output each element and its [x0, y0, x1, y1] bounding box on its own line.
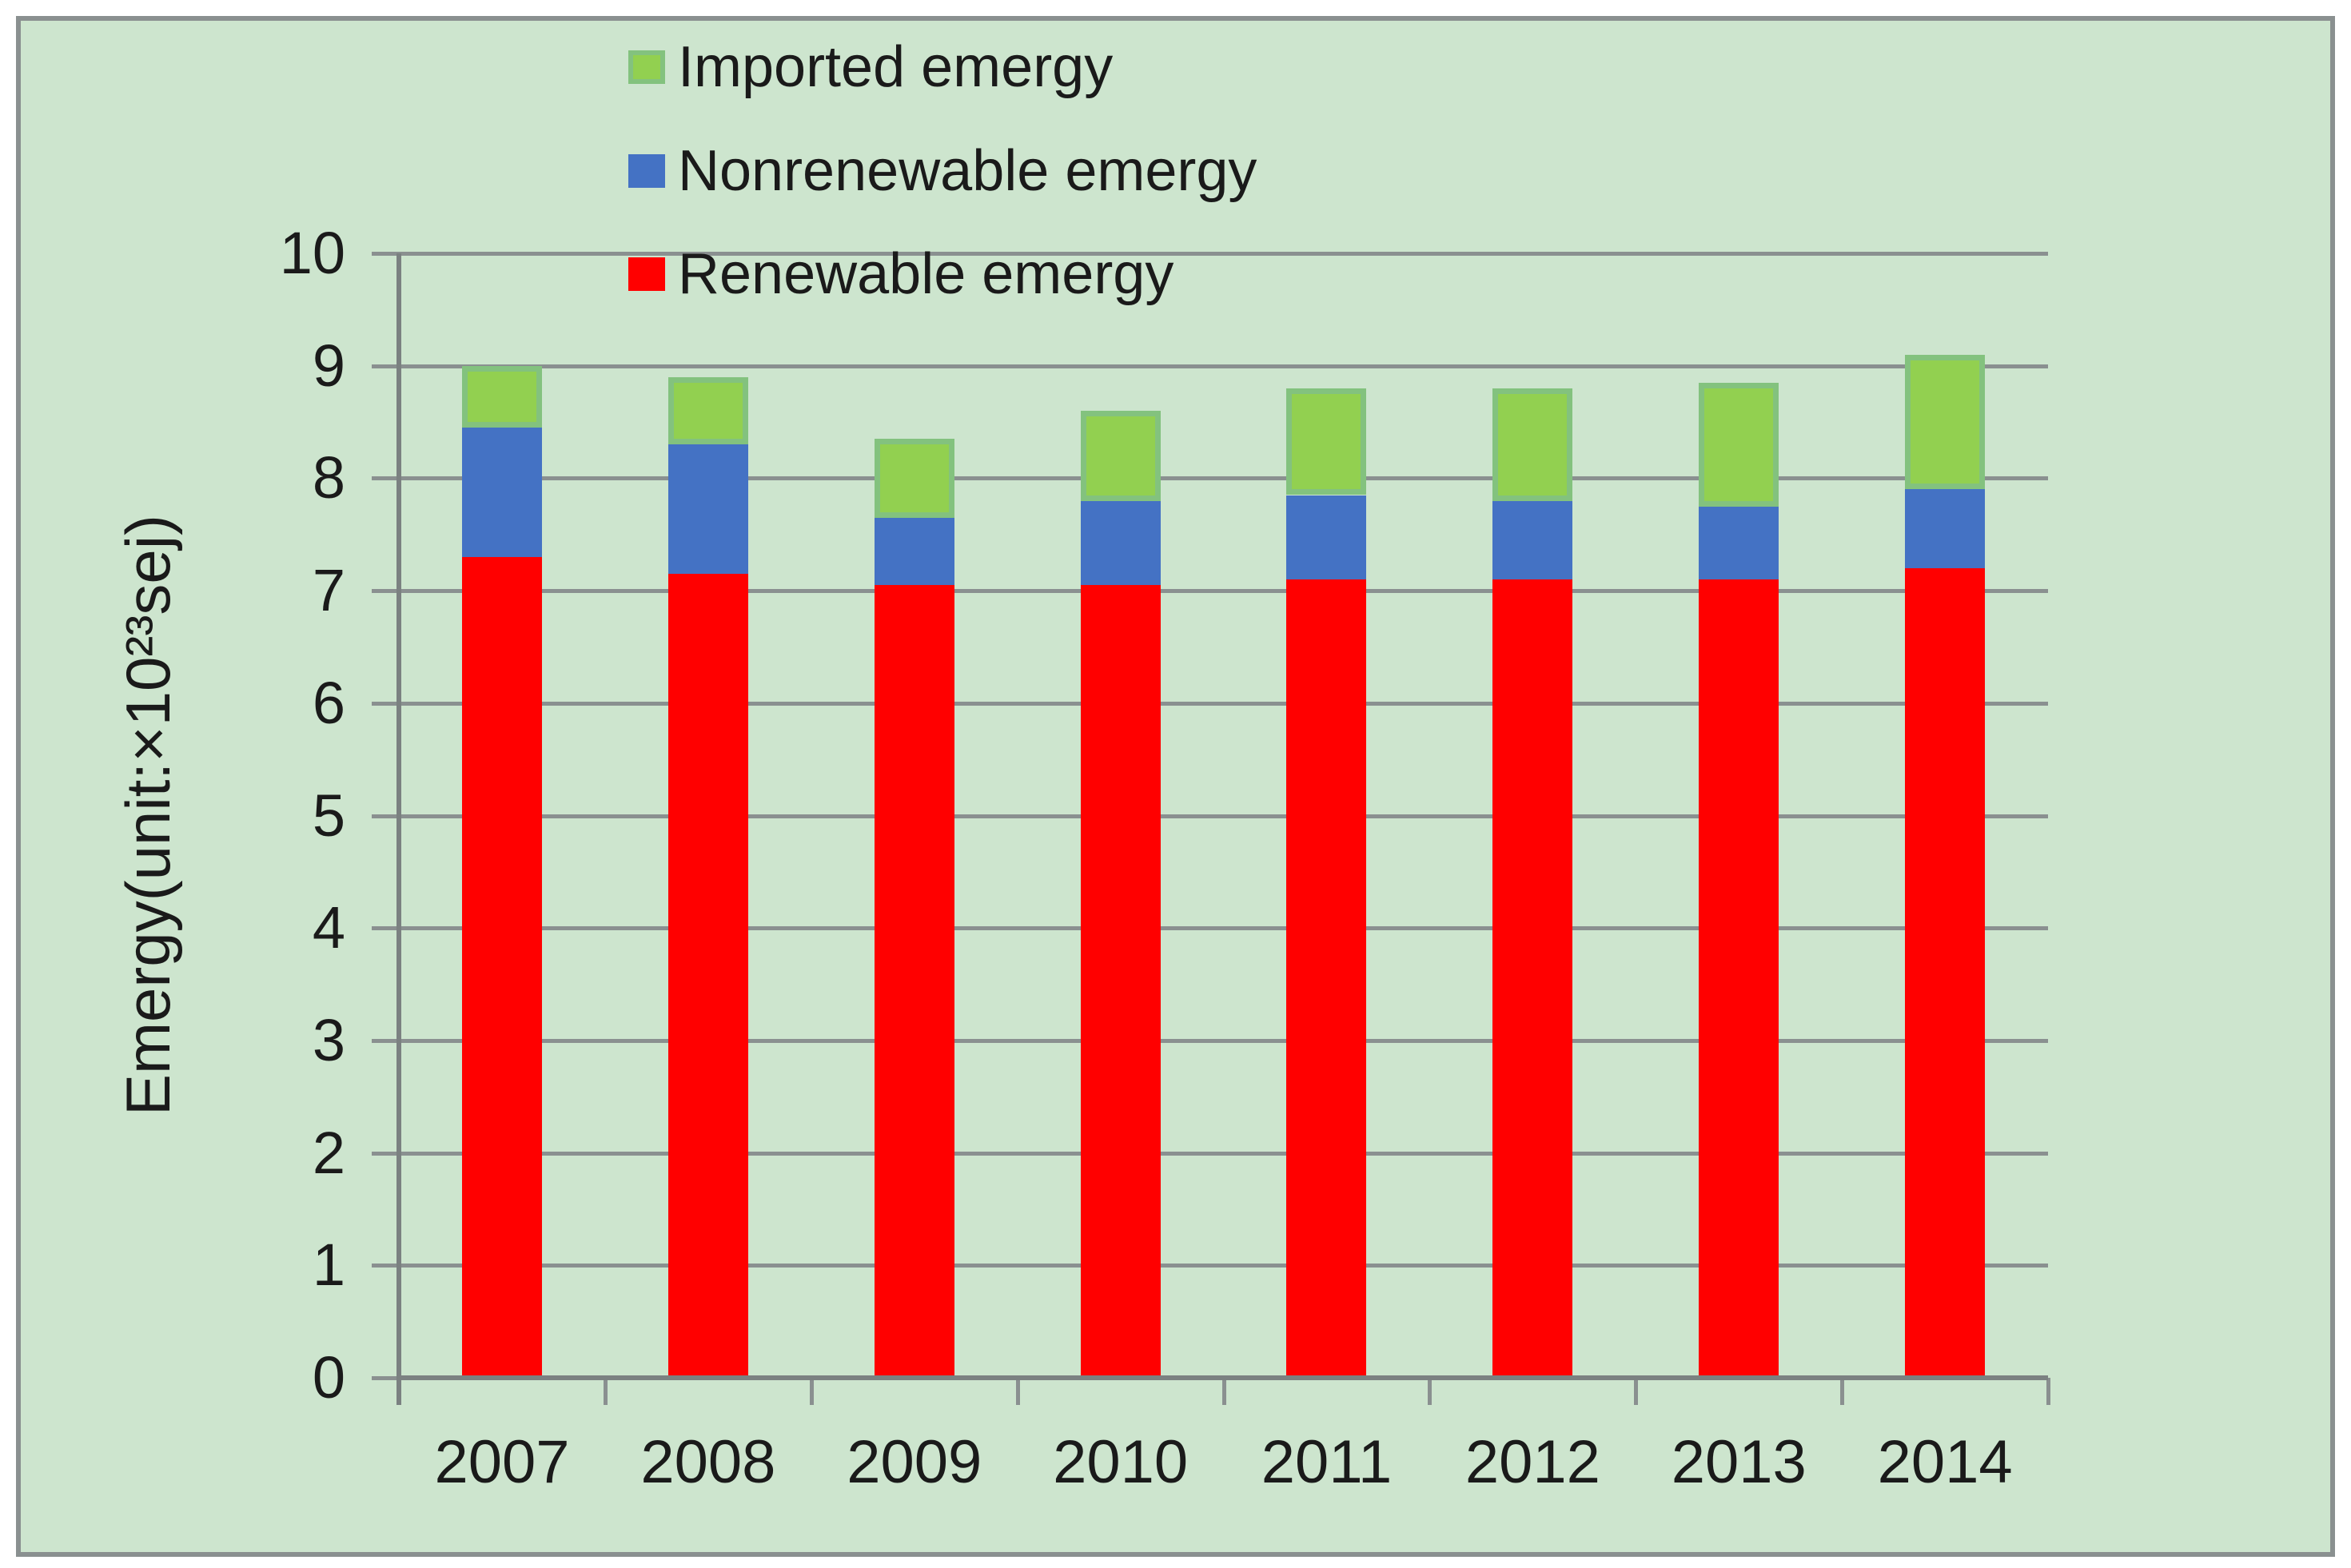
gridline [399, 1038, 2048, 1043]
y-tick-label: 1 [312, 1232, 345, 1299]
legend-swatch-renewable-icon [628, 257, 665, 291]
y-axis-line [396, 253, 401, 1405]
legend-swatch-nonrenewable-icon [628, 153, 665, 188]
x-label-2012: 2012 [1464, 1428, 1600, 1496]
legend-label-renewable: Renewable emergy [678, 242, 1174, 306]
bar-segment-renewable-2011 [1286, 579, 1367, 1378]
x-axis-line [396, 1375, 2048, 1380]
bar-segment-nonrenewable-2009 [874, 517, 954, 586]
x-axis-tick [2046, 1378, 2050, 1405]
bar-segment-renewable-2013 [1699, 579, 1779, 1378]
x-axis-tick [1428, 1378, 1433, 1405]
y-axis-tick [372, 1038, 399, 1043]
bar-segment-nonrenewable-2010 [1080, 500, 1161, 586]
bar-segment-renewable-2009 [874, 585, 954, 1378]
bar-segment-nonrenewable-2008 [667, 444, 748, 574]
x-label-2013: 2013 [1671, 1428, 1807, 1496]
legend-swatch-imported-icon [628, 50, 665, 84]
gridline [399, 1264, 2048, 1268]
gridline [399, 364, 2048, 368]
bar-segment-renewable-2014 [1905, 567, 1986, 1378]
y-axis-tick [372, 252, 399, 256]
bar-segment-imported-2008 [667, 376, 748, 445]
y-tick-label: 10 [279, 220, 345, 286]
x-label-2014: 2014 [1877, 1428, 2013, 1496]
bar-segment-imported-2011 [1286, 388, 1367, 495]
bar-segment-renewable-2008 [667, 573, 748, 1378]
gridline [399, 252, 2048, 256]
y-axis-tick [372, 1151, 399, 1156]
bar-segment-nonrenewable-2013 [1699, 506, 1779, 580]
gridline [399, 701, 2048, 706]
y-tick-label: 4 [312, 894, 345, 961]
y-axis-tick [372, 1264, 399, 1268]
y-tick-label: 3 [312, 1006, 345, 1073]
x-axis-tick [1015, 1378, 1020, 1405]
gridline [399, 926, 2048, 931]
y-axis-tick [372, 926, 399, 931]
gridline [399, 589, 2048, 594]
bar-segment-nonrenewable-2007 [461, 428, 542, 557]
x-axis-tick [1634, 1378, 1639, 1405]
bar-segment-renewable-2010 [1080, 585, 1161, 1378]
gridline [399, 1151, 2048, 1156]
x-axis-tick [809, 1378, 814, 1405]
y-tick-label: 8 [312, 444, 345, 511]
y-tick-label: 2 [312, 1119, 345, 1186]
bar-segment-renewable-2012 [1492, 579, 1573, 1378]
y-tick-label: 5 [312, 782, 345, 849]
y-tick-label: 0 [312, 1344, 345, 1411]
bar-segment-nonrenewable-2014 [1905, 489, 1986, 568]
y-axis-tick [372, 589, 399, 594]
y-tick-label: 9 [312, 332, 345, 399]
bar-segment-nonrenewable-2012 [1492, 500, 1573, 580]
bar-segment-imported-2007 [461, 365, 542, 428]
x-axis-tick [603, 1378, 608, 1405]
gridline [399, 814, 2048, 818]
bar-segment-renewable-2007 [461, 556, 542, 1378]
x-label-2007: 2007 [434, 1428, 570, 1496]
legend-label-nonrenewable: Nonrenewable emergy [678, 138, 1257, 203]
bar-segment-imported-2013 [1699, 382, 1779, 507]
x-axis-tick [1221, 1378, 1226, 1405]
y-tick-label: 6 [312, 669, 345, 736]
bar-segment-imported-2010 [1080, 410, 1161, 501]
x-axis-tick [1840, 1378, 1845, 1405]
y-axis-tick [372, 476, 399, 481]
x-label-2008: 2008 [640, 1428, 776, 1496]
y-axis-tick [372, 364, 399, 368]
bar-segment-imported-2012 [1492, 388, 1573, 501]
bar-segment-imported-2009 [874, 439, 954, 518]
bar-segment-imported-2014 [1905, 354, 1986, 490]
bar-segment-nonrenewable-2011 [1286, 495, 1367, 580]
legend-label-imported: Imported emergy [678, 35, 1114, 99]
x-label-2011: 2011 [1261, 1428, 1393, 1496]
y-axis-tick [372, 814, 399, 818]
y-axis-tick [372, 1376, 399, 1380]
y-axis-tick [372, 701, 399, 706]
x-label-2009: 2009 [847, 1428, 982, 1496]
gridline [399, 476, 2048, 481]
y-tick-label: 7 [312, 557, 345, 624]
x-label-2010: 2010 [1053, 1428, 1189, 1496]
